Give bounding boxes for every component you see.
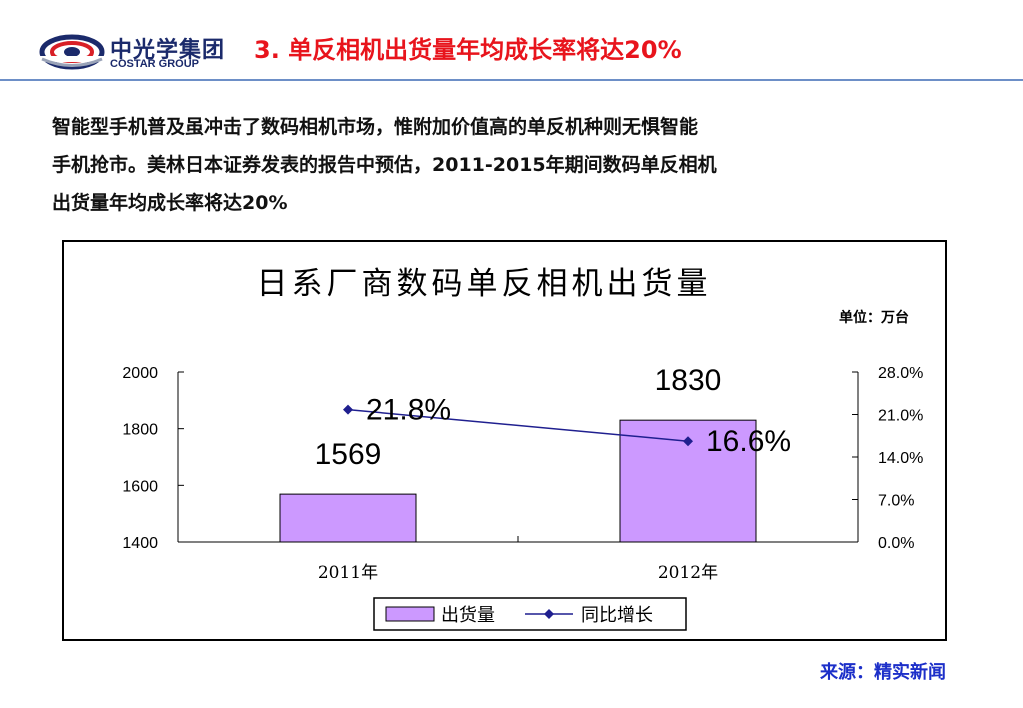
- body-paragraph: 智能型手机普及虽冲击了数码相机市场，惟附加价值高的单反机种则无惧智能 手机抢市。…: [52, 108, 972, 222]
- source-note: 来源：精实新闻: [820, 662, 946, 683]
- header-divider: [0, 79, 1023, 81]
- left-tick-label: 1600: [122, 478, 158, 495]
- logo-text-en: COSTAR GROUP: [110, 58, 200, 70]
- left-tick-label: 2000: [122, 365, 158, 382]
- bar-value-label: 1569: [315, 438, 382, 471]
- x-tick-label: 2011年: [318, 563, 378, 583]
- body-line-3: 出货量年均成长率将达20%: [52, 192, 288, 214]
- chart-frame: 日系厂商数码单反相机出货量 单位：万台 2000 1800 1600 1400 28.0…: [62, 240, 947, 641]
- growth-point: [343, 404, 353, 415]
- body-line-1: 智能型手机普及虽冲击了数码相机市场，惟附加价值高的单反机种则无惧智能: [52, 116, 699, 138]
- right-tick-label: 7.0%: [878, 493, 914, 510]
- legend-bar-swatch: [385, 606, 435, 622]
- legend-line-marker: [544, 609, 554, 619]
- x-tick-label: 2012年: [658, 563, 718, 583]
- right-tick-label: 21.0%: [878, 408, 923, 425]
- bar-value-label: 1830: [655, 364, 722, 397]
- logo-text-cn: 中光学集团: [110, 38, 226, 63]
- slide-header: 中光学集团 COSTAR GROUP 3. 单反相机出货量年均成长率将达20%: [0, 0, 1023, 82]
- growth-line: [347, 408, 689, 442]
- costar-logo-icon: [39, 34, 105, 70]
- legend-bar-label: 出货量: [441, 605, 495, 626]
- right-tick-label: 14.0%: [878, 450, 923, 467]
- left-tick-label: 1400: [122, 535, 158, 552]
- left-tick-label: 1800: [122, 422, 158, 439]
- body-line-2: 手机抢市。美林日本证券发表的报告中预估，2011-2015年期间数码单反相机: [52, 154, 717, 176]
- shipment-chart: 日系厂商数码单反相机出货量 单位：万台 2000 1800 1600 1400 28.0…: [122, 266, 923, 631]
- right-tick-label: 0.0%: [878, 535, 914, 552]
- growth-point: [683, 436, 693, 447]
- legend-line-label: 同比增长: [581, 605, 653, 626]
- slide-title: 3. 单反相机出货量年均成长率将达20%: [254, 36, 682, 64]
- growth-value-label: 21.8%: [366, 394, 451, 427]
- right-tick-label: 28.0%: [878, 365, 923, 382]
- chart-unit-note: 单位：万台: [839, 309, 909, 326]
- shipment-bar: [279, 493, 417, 543]
- company-logo: 中光学集团 COSTAR GROUP: [38, 26, 228, 78]
- growth-value-label: 16.6%: [706, 425, 791, 458]
- chart-title: 日系厂商数码单反相机出货量: [257, 266, 712, 302]
